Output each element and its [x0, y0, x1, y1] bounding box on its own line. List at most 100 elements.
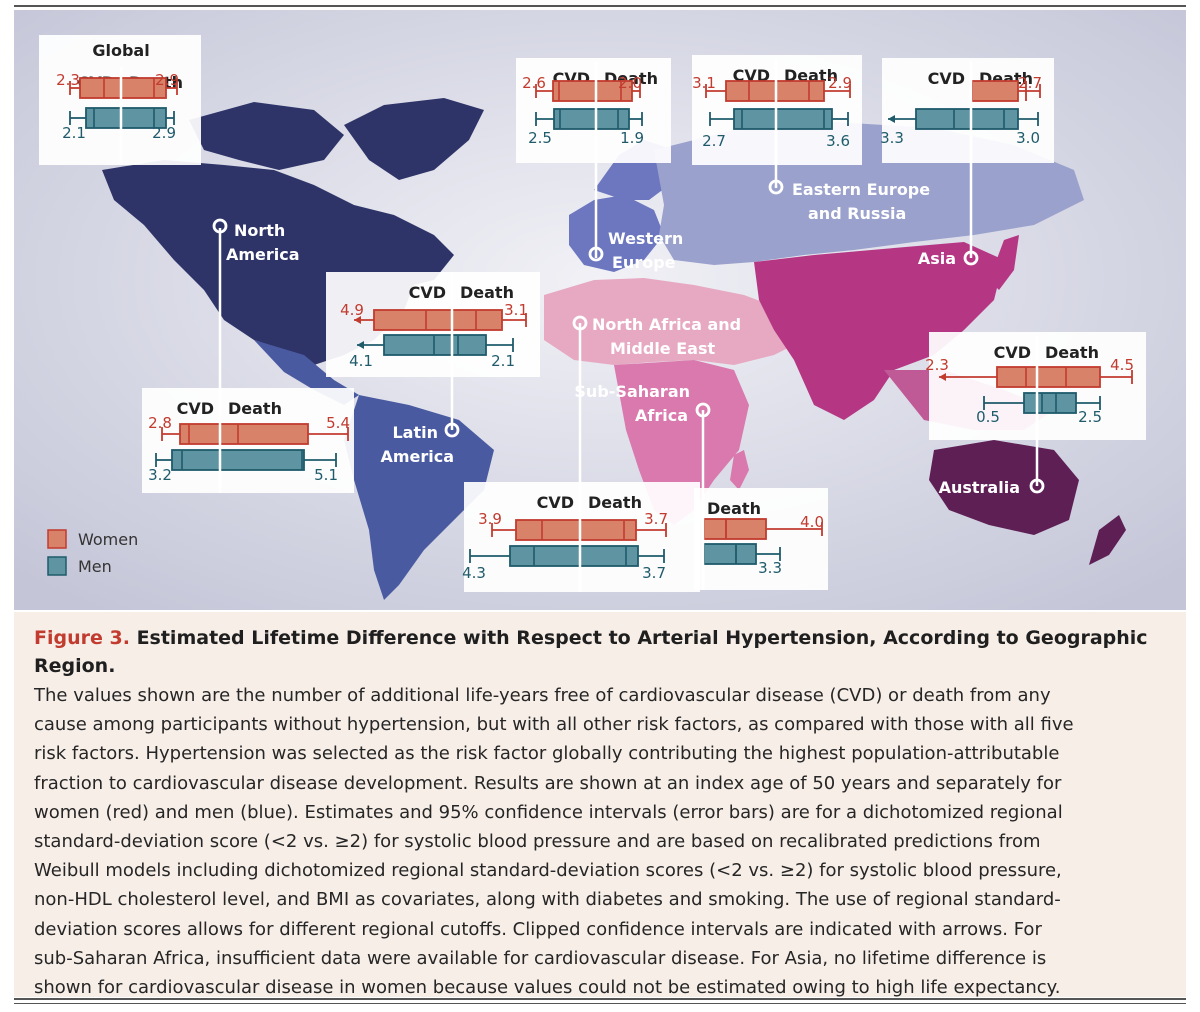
column-label-death: Death — [460, 283, 514, 302]
value-women-cvd: 2.3 — [56, 71, 80, 89]
box — [915, 108, 1019, 130]
box-men — [357, 334, 514, 356]
caption-line: The values shown are the number of addit… — [34, 685, 1051, 706]
value-women-cvd: 2.8 — [148, 414, 172, 432]
value-men-cvd: 2.7 — [702, 132, 726, 150]
clipped-arrow — [357, 341, 364, 349]
region-label-line: America — [226, 245, 300, 264]
value-men-death: 5.1 — [314, 466, 338, 484]
asia — [754, 242, 1004, 420]
panel-north-america: CVD Death 2.8 5.4 3.2 5.1 — [142, 388, 354, 493]
new-zealand — [1089, 515, 1126, 565]
panel-latin-america: CVD Death 4.9 3.1 4.1 2.1 — [326, 272, 540, 377]
value-men-cvd: 0.5 — [976, 408, 1000, 426]
value-women-death: 2.7 — [1018, 74, 1042, 92]
bottom-rule — [14, 998, 1186, 1000]
column-label-cvd: CVD — [928, 69, 965, 88]
figure-caption: Figure 3. Estimated Lifetime Difference … — [14, 612, 1186, 998]
box — [171, 449, 305, 471]
madagascar — [730, 450, 749, 490]
value-women-death: 5.4 — [326, 414, 350, 432]
region-marker-dot — [588, 246, 604, 262]
region-marker-dot — [444, 422, 460, 438]
value-men-cvd: 4.1 — [349, 352, 373, 370]
value-men-death: 2.5 — [1078, 408, 1102, 426]
region-label-line: Sub-Saharan — [574, 382, 690, 401]
region-marker-dot — [695, 402, 711, 418]
box-men — [535, 108, 643, 130]
panel-australia: CVD Death 2.3 4.5 0.5 2.5 — [925, 332, 1146, 440]
value-men-cvd: 2.5 — [528, 129, 552, 147]
value-men-cvd: 2.1 — [62, 124, 86, 142]
north-africa-me — [544, 278, 804, 365]
region-marker-dot — [768, 179, 784, 195]
value-women-death: 4.0 — [800, 513, 824, 531]
column-label-death: Death — [228, 399, 282, 418]
region-asia: Asia — [918, 249, 979, 268]
region-label-line: North — [234, 221, 285, 240]
caption-body: The values shown are the number of addit… — [34, 681, 1166, 1002]
region-label-line: Australia — [939, 478, 1020, 497]
value-women-death: 2.0 — [618, 74, 642, 92]
figure-map: Global CVD Death 2.3 2.9 2.1 2.9 CVD Death 2.6 2.0… — [14, 10, 1186, 610]
caption-line: standard-deviation score (<2 vs. ≥2) for… — [34, 831, 1041, 853]
box — [553, 108, 630, 130]
figure-label: Figure 3. — [34, 627, 130, 649]
value-women-cvd: 3.9 — [478, 510, 502, 528]
box — [552, 80, 633, 102]
caption-line: risk factors. Hypertension was selected … — [34, 743, 1060, 765]
japan — [989, 235, 1019, 290]
region-label-line: and Russia — [808, 204, 906, 223]
value-women-death: 3.1 — [504, 301, 528, 319]
box-men — [709, 108, 849, 130]
value-women-death: 2.9 — [155, 71, 179, 89]
region-australia: Australia — [939, 478, 1045, 497]
panels-layer: Global CVD Death 2.3 2.9 2.1 2.9 CVD Death 2.6 2.0… — [39, 35, 1146, 592]
value-men-cvd: 3.3 — [880, 129, 904, 147]
value-men-death: 3.6 — [826, 132, 850, 150]
region-ssafrica: Sub-Saharan Africa — [574, 382, 711, 425]
region-label-line: North Africa and — [592, 315, 741, 334]
region-label-line: Eastern Europe — [792, 180, 930, 199]
region-latin-america: Latin America — [380, 422, 460, 466]
value-men-death: 2.1 — [491, 352, 515, 370]
box-men — [469, 545, 665, 567]
panel-title: Global — [92, 41, 149, 60]
box-women — [69, 77, 178, 99]
caption-title-text: Estimated Lifetime Difference with Respe… — [34, 627, 1148, 677]
box — [703, 543, 757, 565]
region-north-america: North America — [212, 218, 300, 264]
column-label-cvd: CVD — [994, 343, 1031, 362]
box — [515, 519, 637, 541]
australia — [929, 440, 1079, 535]
region-label-line: Middle East — [610, 339, 715, 358]
region-nafrica: North Africa and Middle East — [572, 315, 741, 358]
box-men — [155, 449, 337, 471]
value-women-cvd: 2.3 — [925, 356, 949, 374]
box — [733, 108, 833, 130]
box-women — [535, 80, 641, 102]
box-women — [939, 366, 1133, 388]
legend-men-label: Men — [78, 557, 112, 576]
column-label-cvd: CVD — [537, 493, 574, 512]
box — [85, 107, 167, 129]
panel-global: GlobalCVDDeath2.32.92.12.9 — [39, 35, 201, 165]
box-men — [69, 107, 175, 129]
canada-arctic — [189, 102, 344, 170]
region-label-line: Western — [608, 229, 683, 248]
box-women — [491, 519, 667, 541]
value-women-cvd: 4.9 — [340, 301, 364, 319]
caption-line: women (red) and men (blue). Estimates an… — [34, 801, 1063, 823]
top-rule — [14, 5, 1186, 7]
region-western-europe: Western Europe — [588, 229, 683, 272]
region-labels: North America Western Europe Eastern Europe a… — [212, 179, 1045, 497]
column-label-cvd: CVD — [409, 283, 446, 302]
caption-line: cause among participants without hyperte… — [34, 714, 1074, 736]
column-label-death: Death — [707, 499, 761, 518]
value-women-cvd: 3.1 — [692, 74, 716, 92]
box-men — [888, 108, 1039, 130]
box — [373, 309, 503, 331]
region-label-line: Africa — [635, 406, 688, 425]
